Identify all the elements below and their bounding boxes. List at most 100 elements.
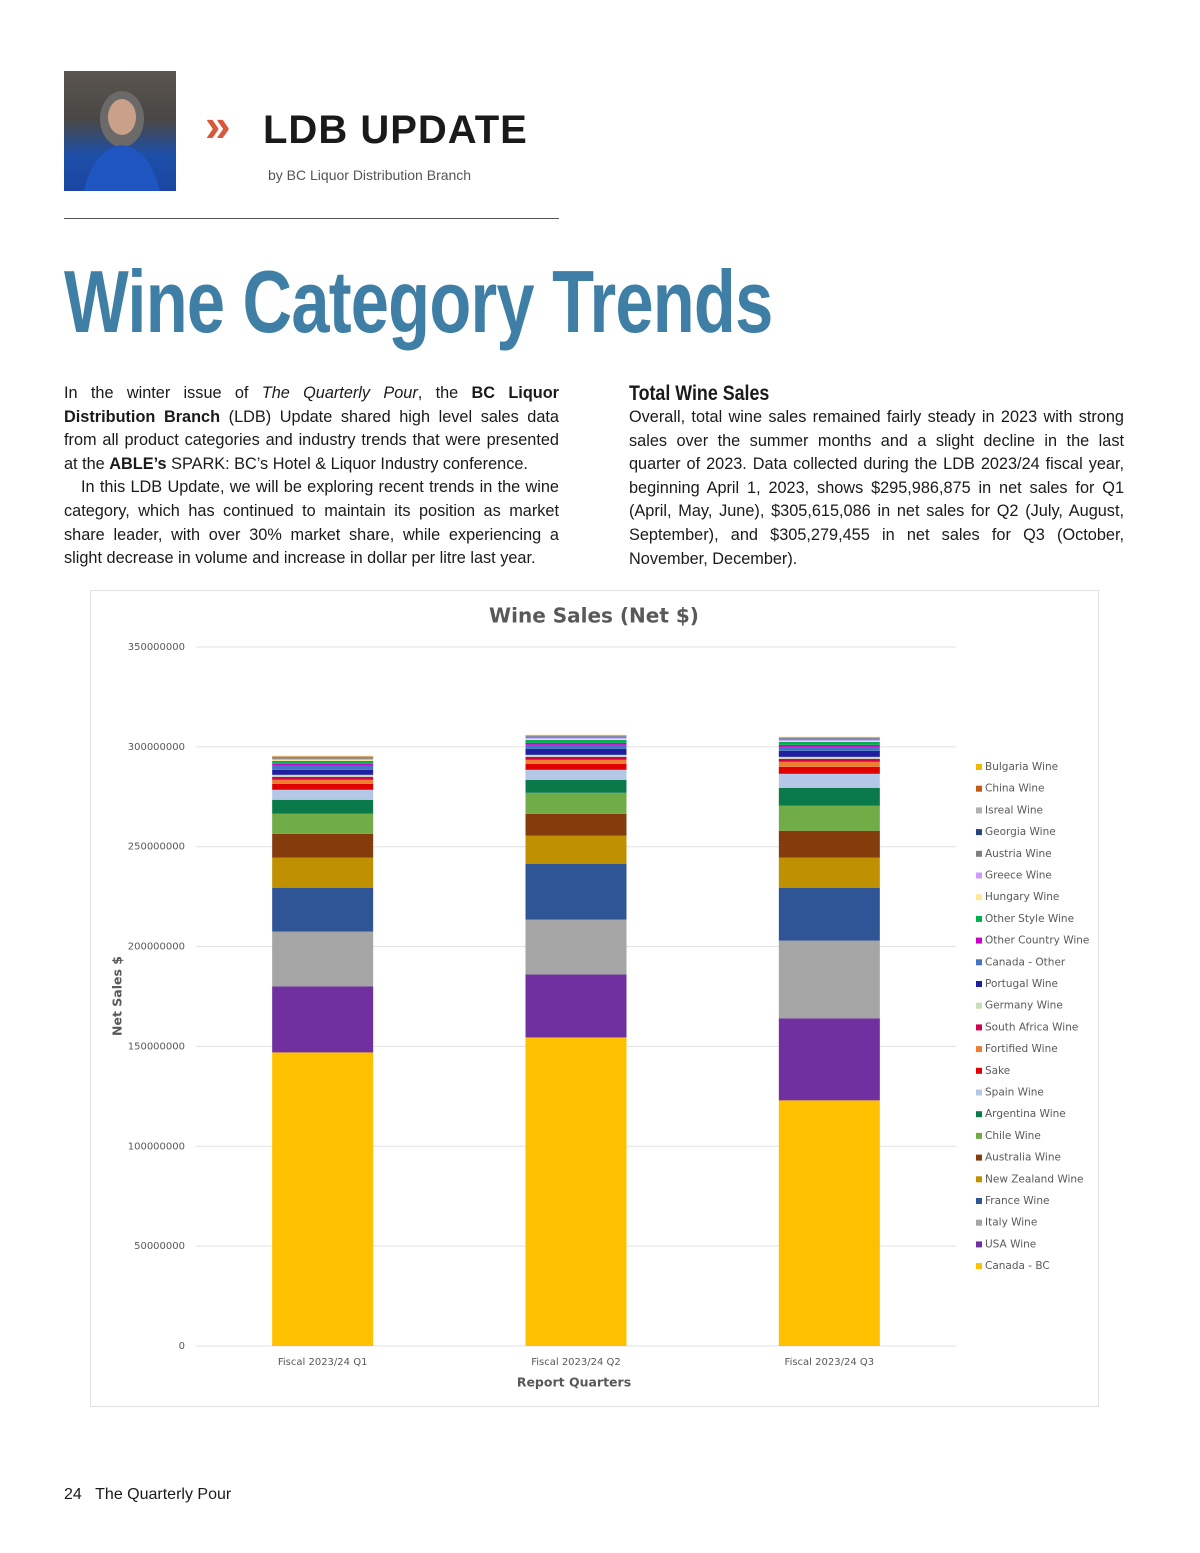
- bar-segment: [525, 919, 627, 975]
- bar-segment: [272, 763, 374, 766]
- bar-segment: [272, 857, 374, 888]
- legend-swatch: [976, 937, 982, 944]
- bar-segment: [525, 1037, 627, 1346]
- bar-segment: [778, 830, 880, 858]
- bar-segment: [778, 756, 880, 759]
- bar-segment: [272, 759, 374, 761]
- section-title: LDB UPDATE: [263, 108, 528, 152]
- legend-swatch: [976, 872, 982, 879]
- bar-segment: [272, 776, 374, 780]
- bar-segment: [778, 740, 880, 742]
- legend-swatch: [976, 850, 982, 857]
- legend-label: Fortified Wine: [985, 1043, 1058, 1055]
- bar-segment: [525, 835, 627, 864]
- paragraph: In this LDB Update, we will be exploring…: [64, 476, 559, 570]
- y-tick-label: 50000000: [134, 1241, 185, 1252]
- bar-segment: [525, 735, 627, 737]
- page-number: 24: [64, 1486, 82, 1503]
- bar-segment: [272, 986, 374, 1053]
- bar-segment: [272, 783, 374, 790]
- bar-segment: [525, 813, 627, 836]
- bar-segment: [525, 756, 627, 760]
- left-column: In the winter issue of The Quarterly Pou…: [64, 382, 559, 571]
- bar-segment: [525, 754, 627, 757]
- subheading: Total Wine Sales: [629, 382, 770, 405]
- bar-segment: [778, 737, 880, 739]
- bar-segment: [525, 739, 627, 743]
- bar-segment: [778, 1018, 880, 1101]
- y-tick-label: 300000000: [128, 742, 185, 753]
- legend-swatch: [976, 959, 982, 966]
- bar-segment: [525, 759, 627, 764]
- bar-segment: [778, 940, 880, 1019]
- legend-label: France Wine: [985, 1195, 1049, 1207]
- legend-swatch: [976, 1111, 982, 1118]
- legend-swatch: [976, 1154, 982, 1161]
- y-tick-label: 100000000: [128, 1141, 185, 1152]
- legend-swatch: [976, 915, 982, 922]
- italic-text: The Quarterly Pour: [261, 384, 418, 402]
- jacket: [84, 145, 160, 191]
- y-tick-label: 150000000: [128, 1041, 185, 1052]
- bar-segment: [272, 757, 374, 759]
- legend-label: Italy Wine: [985, 1217, 1037, 1229]
- legend-label: Hungary Wine: [985, 891, 1059, 903]
- legend-swatch: [976, 1089, 982, 1096]
- bar-segment: [525, 742, 627, 745]
- bar-segment: [525, 792, 627, 814]
- bar-segment: [272, 760, 374, 764]
- text: In the winter issue of: [64, 384, 262, 402]
- x-tick-label: Fiscal 2023/24 Q1: [278, 1357, 368, 1368]
- right-column: Total Wine Sales Overall, total wine sal…: [629, 382, 1124, 571]
- legend-label: Greece Wine: [985, 870, 1052, 882]
- chart-frame: Wine Sales (Net $) Report Quarters Net S…: [90, 590, 1099, 1407]
- bar-segment: [778, 773, 880, 788]
- bar-segment: [525, 744, 627, 749]
- legend-label: Portugal Wine: [985, 978, 1058, 990]
- bar-segment: [525, 763, 627, 770]
- bar-segment: [525, 779, 627, 793]
- bar-segment: [272, 813, 374, 834]
- bold-text: BC Liquor Distribution Branch: [64, 384, 559, 426]
- bar-segment: [525, 736, 627, 738]
- legend-label: China Wine: [985, 783, 1045, 795]
- legend-label: Spain Wine: [985, 1087, 1044, 1099]
- bar-segment: [778, 750, 880, 757]
- legend-label: Other Style Wine: [985, 913, 1074, 925]
- legend-swatch: [976, 829, 982, 836]
- legend-swatch: [976, 981, 982, 987]
- legend-swatch: [976, 764, 982, 770]
- legend-swatch: [976, 1241, 982, 1248]
- legend-swatch: [976, 1046, 982, 1053]
- bar-segment: [272, 765, 374, 770]
- bar-segment: [778, 761, 880, 767]
- bar-segment: [778, 744, 880, 747]
- text: , the: [417, 384, 472, 402]
- face: [108, 99, 136, 135]
- publication-name: The Quarterly Pour: [95, 1486, 232, 1503]
- x-tick-label: Fiscal 2023/24 Q3: [785, 1357, 875, 1368]
- bar-segment: [272, 757, 374, 758]
- bar-segment: [525, 974, 627, 1038]
- legend-label: Germany Wine: [985, 1000, 1063, 1012]
- y-axis-label: Net Sales $: [110, 956, 125, 1036]
- x-axis-label: Report Quarters: [517, 1375, 631, 1390]
- bar-segment: [778, 1100, 880, 1346]
- bar-segment: [778, 746, 880, 751]
- legend-swatch: [976, 1132, 982, 1139]
- legend-label: Georgia Wine: [985, 826, 1056, 838]
- legend-swatch: [976, 807, 982, 814]
- legend-swatch: [976, 1002, 982, 1009]
- bar-segment: [272, 1052, 374, 1346]
- bar-segment: [778, 741, 880, 745]
- paragraph: In the winter issue of The Quarterly Pou…: [64, 382, 559, 476]
- bar-segment: [525, 769, 627, 780]
- legend-swatch: [976, 1263, 982, 1270]
- legend-swatch: [976, 785, 982, 792]
- bar-segment: [525, 748, 627, 755]
- bar-segment: [525, 737, 627, 739]
- legend-label: South Africa Wine: [985, 1021, 1078, 1033]
- bar-segment: [778, 787, 880, 806]
- byline: by BC Liquor Distribution Branch: [268, 167, 472, 183]
- bar-segment: [272, 799, 374, 814]
